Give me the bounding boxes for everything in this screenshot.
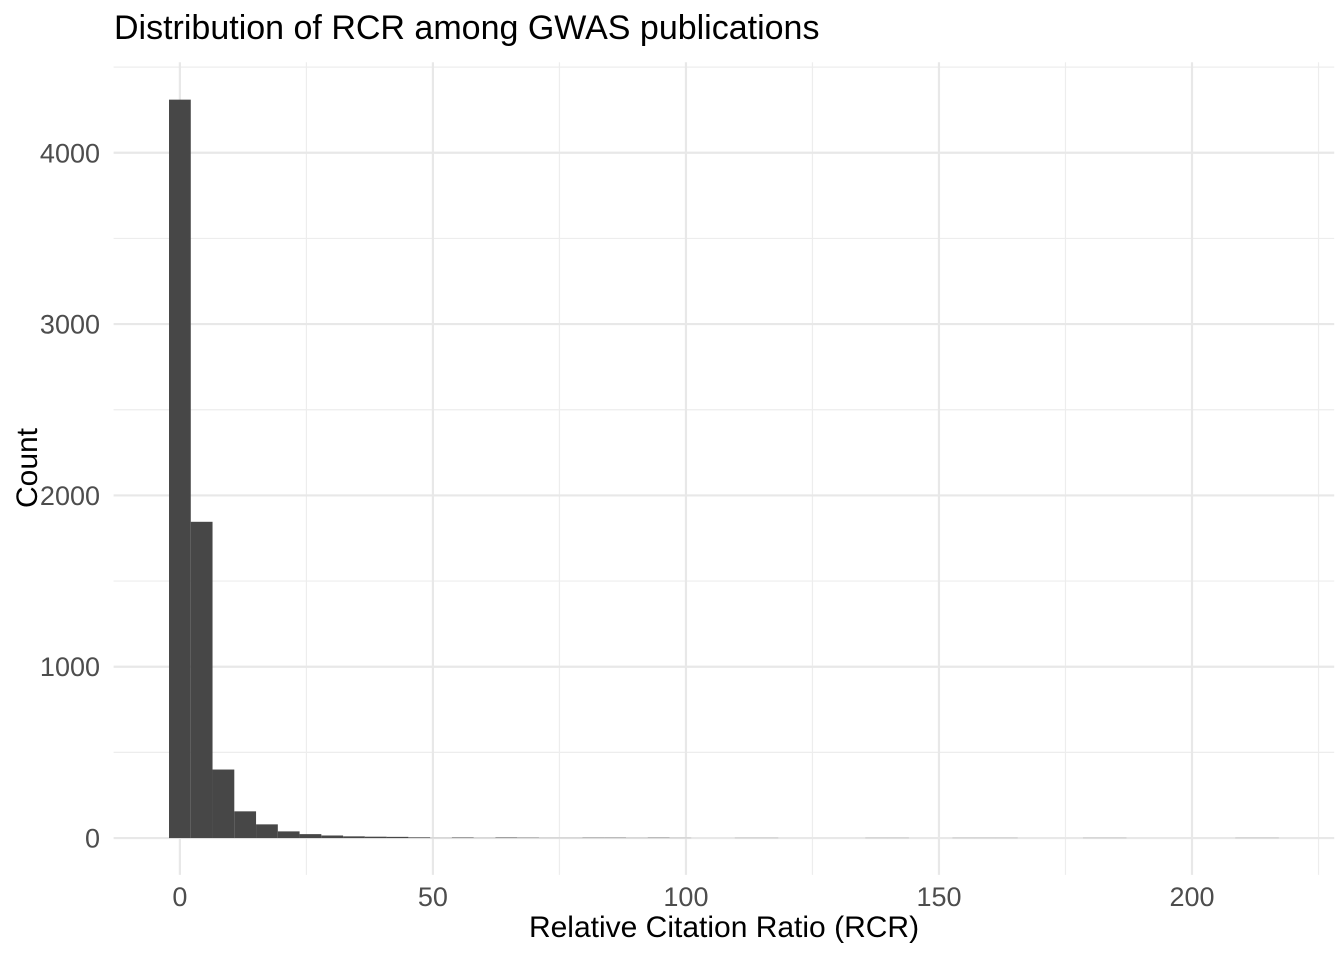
histogram-bar <box>234 811 257 839</box>
plot-title: Distribution of RCR among GWAS publicati… <box>114 9 820 47</box>
histogram-bar <box>408 837 431 839</box>
histogram-bar <box>451 837 474 839</box>
histogram-bar <box>299 834 322 839</box>
x-tick-label: 200 <box>1169 882 1214 912</box>
histogram-bar <box>212 769 235 839</box>
histogram-bar <box>169 99 191 839</box>
histogram-bar <box>256 824 278 839</box>
histogram-bar <box>343 836 365 839</box>
y-tick-label: 0 <box>85 824 100 854</box>
histogram-bar <box>364 836 387 839</box>
x-axis-title: Relative Citation Ratio (RCR) <box>528 911 920 944</box>
histogram-bar <box>321 835 344 839</box>
x-tick-label: 50 <box>418 882 448 912</box>
y-axis-title: Count <box>11 427 44 509</box>
y-tick-label: 4000 <box>40 138 100 168</box>
x-tick-label: 0 <box>172 882 187 912</box>
histogram-bar <box>190 521 213 839</box>
x-tick-label: 100 <box>663 882 708 912</box>
y-tick-label: 3000 <box>40 310 100 340</box>
histogram-bar <box>277 831 300 839</box>
y-tick-label: 2000 <box>40 481 100 511</box>
histogram-bar <box>386 836 409 839</box>
y-tick-label: 1000 <box>40 652 100 682</box>
x-tick-label: 150 <box>916 882 961 912</box>
histogram-bar <box>495 837 518 839</box>
